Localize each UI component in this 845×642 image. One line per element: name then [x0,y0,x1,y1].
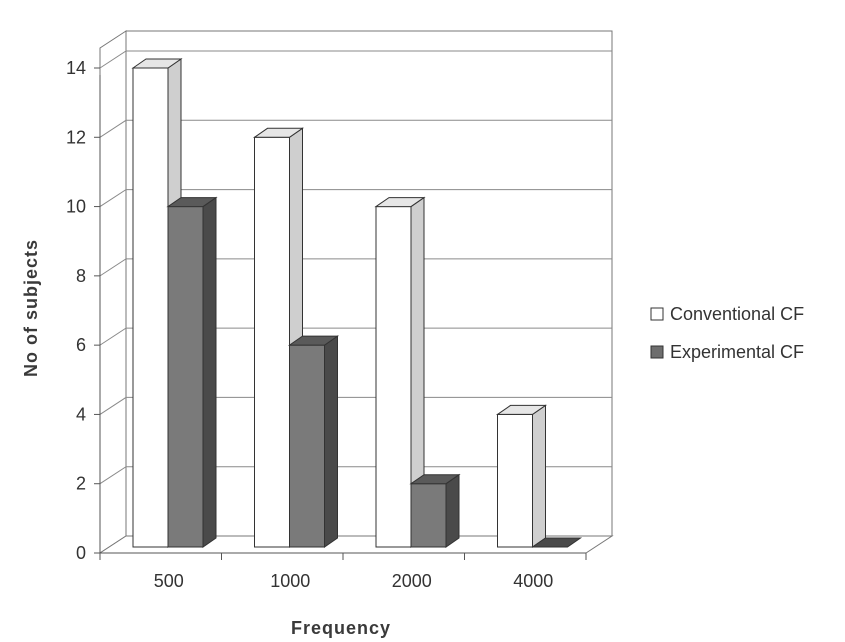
bar-front [289,344,325,548]
bar-top [131,58,183,69]
gridline [99,189,612,207]
bar-front [167,206,204,548]
x-axis-title: Frequency [291,618,391,638]
bar-side [445,473,460,548]
gridline [99,466,612,485]
bar-top [530,537,583,548]
y-tick-label: 4 [76,404,86,424]
gridline [99,50,612,69]
legend-label: Experimental CF [670,342,804,362]
bar-front [410,483,447,548]
legend-swatch [650,345,664,359]
bar [287,335,340,548]
x-axis: 500 1000 2000 4000 [99,552,587,591]
x-tick-label: 500 [154,571,184,591]
gridline [99,327,612,346]
x-tick-label: 1000 [270,571,310,591]
y-axis-title: No of subjects [21,239,41,377]
bar-front [132,67,169,548]
legend: Conventional CF Experimental CF [650,304,804,362]
y-tick-label: 10 [66,197,86,217]
y-tick-label: 12 [66,127,86,147]
bar [495,404,548,548]
gridline [99,258,612,277]
bar-side [324,335,338,548]
bars [131,58,583,548]
y-tick-label: 14 [66,58,86,78]
x-tick-label: 2000 [392,571,432,591]
y-tick-label: 6 [76,335,86,355]
y-tick-label: 2 [76,474,86,494]
bar-top [495,404,548,415]
bar-top [287,335,340,346]
y-axis: 0 2 4 6 8 10 12 14 [66,58,101,563]
bar-front [375,206,412,548]
y-tick-label: 8 [76,266,86,286]
y-tick-label: 0 [76,543,86,563]
bar-top [166,197,218,208]
bar-top [252,127,305,138]
bar-side [532,404,546,548]
legend-label: Conventional CF [670,304,804,324]
bar-side [202,196,217,548]
legend-swatch [650,307,664,321]
bar [409,473,461,548]
bar-top [409,474,461,485]
bar-front [254,136,290,548]
gridline [99,396,612,415]
gridlines [99,50,612,485]
bar [166,196,218,548]
bar [530,537,583,548]
bar-top [374,197,426,208]
x-tick-label: 4000 [513,571,553,591]
gridline [99,119,612,138]
bar-front [497,413,533,548]
